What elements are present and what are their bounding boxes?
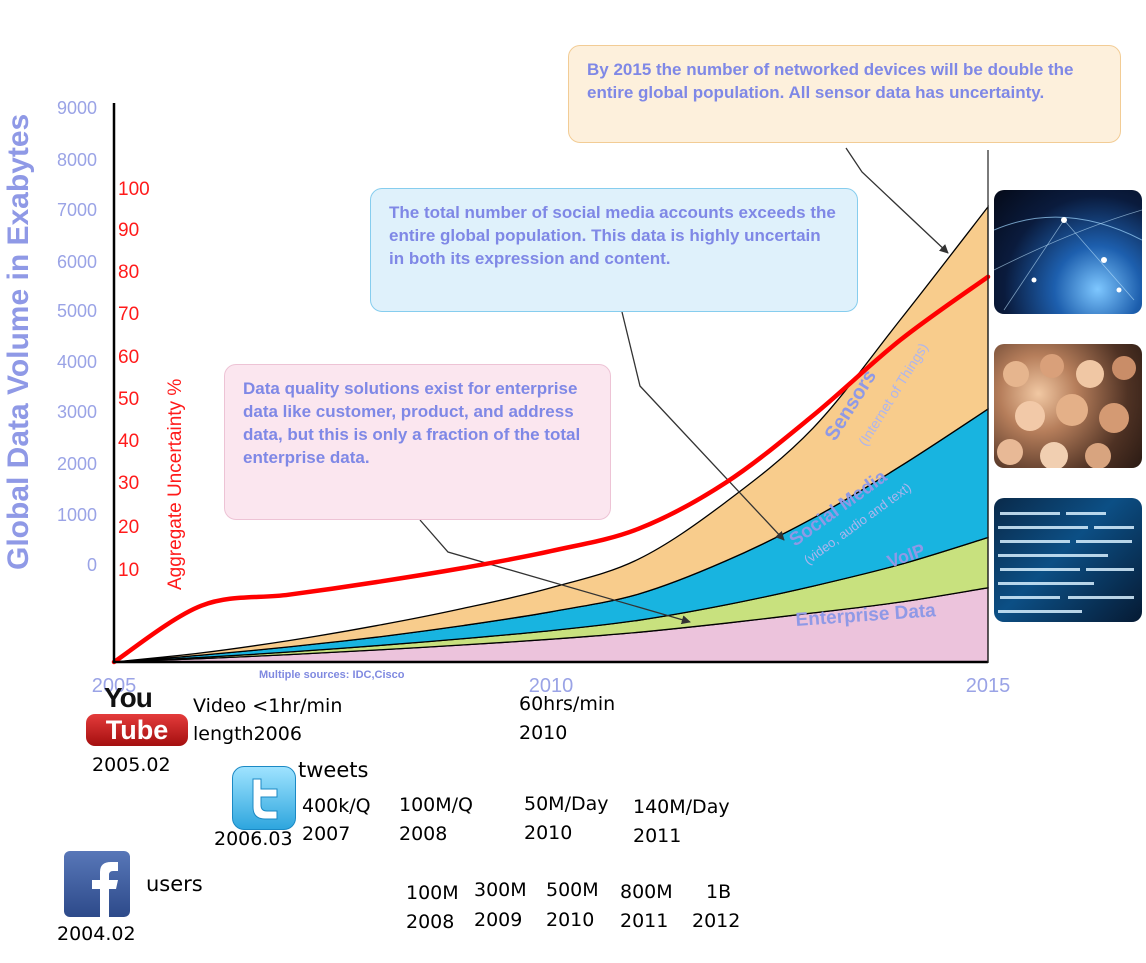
youtube-milestone-1-line1: Video <1hr/min [193,695,343,717]
y-tick-label: 4000 [57,352,97,372]
facebook-f-icon [64,851,130,917]
y2-tick-label: 30 [118,473,139,494]
y2-axis-ticks: 100 90 80 70 60 50 40 30 20 10 [118,179,150,581]
y-tick-label: 6000 [57,252,97,272]
y-tick-label: 7000 [57,200,97,220]
callout-sensors: By 2015 the number of networked devices … [568,45,1121,143]
facebook-item-year: 2011 [620,910,669,932]
y2-tick-label: 10 [118,560,139,581]
chart-canvas: Global Data Volume in Exabytes Aggregate… [2,98,1011,697]
arrow-sensors [845,147,949,254]
y2-tick-label: 60 [118,347,139,368]
x-tick-label: 2010 [529,675,574,697]
area-sensors [113,205,989,663]
callout-arrows [419,147,949,625]
twitter-date: 2006.03 [214,828,293,850]
facebook-item-value: 1B [706,881,732,903]
x-tick-label: 2015 [966,675,1011,697]
y-tick-label: 5000 [57,301,97,321]
y-tick-label: 1000 [57,505,97,525]
facebook-date: 2004.02 [57,923,136,945]
data-code-photo [994,498,1142,622]
twitter-item-value: 100M/Q [399,794,474,816]
y2-tick-label: 20 [118,517,139,538]
facebook-item-value: 100M [406,882,459,904]
callout-enterprise-data: Data quality solutions exist for enterpr… [224,364,611,520]
facebook-item-year: 2010 [546,909,595,931]
y-tick-label: 2000 [57,454,97,474]
crowd-photo [994,344,1142,468]
y2-axis-title: Aggregate Uncertainty % [165,379,186,590]
facebook-item-year: 2009 [474,909,523,931]
y-tick-label: 9000 [57,98,97,118]
twitter-item-year: 2011 [633,825,682,847]
y2-tick-label: 80 [118,262,139,283]
facebook-item-year: 2008 [406,911,455,933]
uncertainty-series [111,274,991,665]
youtube-logo-tube: Tube [86,714,188,746]
y-tick-label: 3000 [57,402,97,422]
y-axis-ticks: 9000 8000 7000 6000 5000 4000 3000 2000 1000 0 [57,98,97,575]
twitter-item-value: 140M/Day [633,796,730,818]
arrow-social-media [621,311,785,541]
y2-tick-label: 50 [118,389,139,410]
twitter-item-value: 50M/Day [524,793,609,815]
youtube-milestone-2-line2: 2010 [519,722,568,744]
y2-tick-label: 40 [118,431,139,452]
uncertainty-line [111,274,991,665]
facebook-item-value: 800M [620,881,673,903]
facebook-item-value: 300M [474,879,527,901]
y-axis-title: Global Data Volume in Exabytes [2,114,35,570]
x-tick-label: 2005 [92,675,137,697]
twitter-item-year: 2008 [399,823,448,845]
network-globe-photo [994,190,1142,314]
y-tick-label: 0 [87,555,97,575]
youtube-logo: You Tube [86,682,188,746]
twitter-label: tweets [298,758,369,782]
y2-tick-label: 70 [118,304,139,325]
arrow-enterprise-data [419,519,691,625]
youtube-logo-you: You [104,682,153,713]
y-tick-label: 8000 [57,150,97,170]
x-axis-ticks: 2005 2010 2015 [92,675,1011,697]
source-note: Multiple sources: IDC,Cisco [259,669,405,681]
facebook-label: users [146,872,203,896]
y2-tick-label: 90 [118,220,139,241]
youtube-milestone-2-line1: 60hrs/min [519,693,616,715]
y2-tick-label: 100 [118,179,150,200]
facebook-item-value: 500M [546,879,599,901]
youtube-date: 2005.02 [92,754,171,776]
twitter-item-year: 2007 [302,823,351,845]
facebook-item-year: 2012 [692,910,741,932]
youtube-milestone-1-line2: length2006 [193,723,302,745]
callout-social-media: The total number of social media account… [370,188,858,312]
twitter-bird-icon [232,766,296,830]
twitter-item-value: 400k/Q [302,795,371,817]
twitter-item-year: 2010 [524,822,573,844]
